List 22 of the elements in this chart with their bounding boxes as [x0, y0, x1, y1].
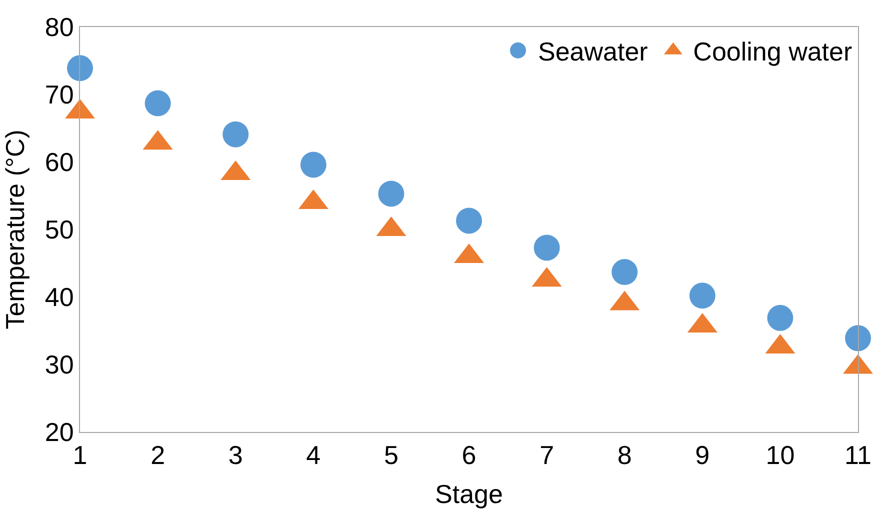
y-axis-title: Temperature (°C) [0, 130, 30, 330]
legend-label: Cooling water [693, 36, 852, 67]
x-tick-label: 9 [695, 440, 710, 470]
y-tick-label: 40 [44, 282, 74, 312]
x-tick-label: 2 [150, 440, 166, 470]
x-tick-label: 3 [228, 440, 243, 470]
x-tick-label: 5 [384, 440, 398, 470]
x-tick-label: 11 [844, 440, 872, 470]
x-tick-label: 6 [462, 440, 476, 470]
y-tick-label: 30 [44, 350, 74, 380]
x-tick-label: 7 [540, 440, 554, 470]
y-tick-label: 60 [44, 147, 74, 178]
x-axis-title: Stage [435, 478, 503, 509]
legend-label: Seawater [538, 36, 648, 67]
x-tick-label: 8 [617, 440, 632, 470]
x-tick-label: 10 [766, 440, 795, 470]
x-tick-label: 1 [72, 440, 88, 470]
y-tick-label: 70 [44, 80, 74, 110]
y-tick-label: 50 [44, 214, 74, 245]
x-tick-label: 4 [306, 440, 321, 470]
y-tick-label: 80 [44, 12, 74, 42]
y-tick-label: 20 [44, 417, 74, 448]
